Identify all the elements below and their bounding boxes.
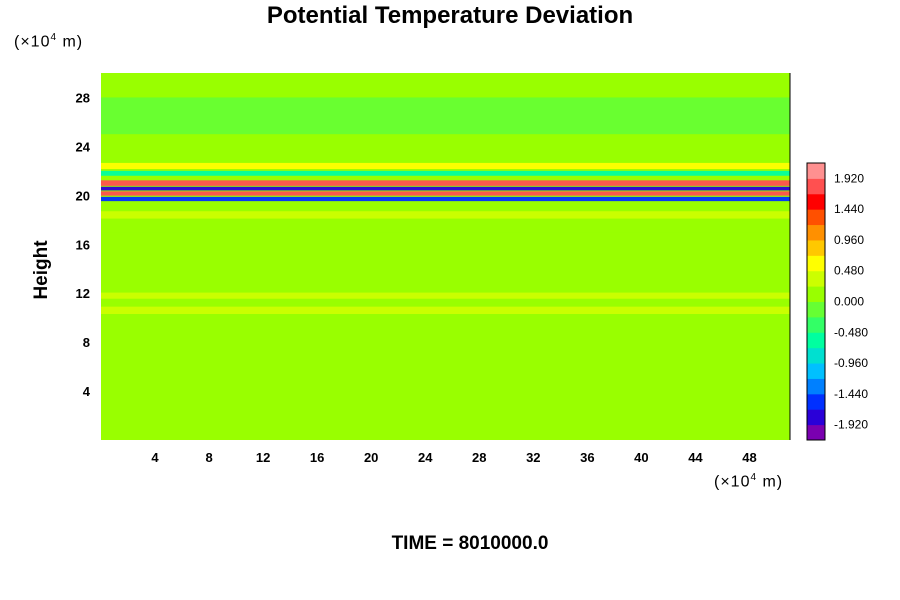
x-tick-label: 36 — [580, 450, 594, 465]
x-tick-label: 12 — [256, 450, 270, 465]
heatmap-band — [101, 211, 790, 219]
heatmap-band — [101, 186, 790, 191]
y-tick-label: 24 — [76, 139, 91, 154]
heatmap-band — [101, 170, 790, 176]
colorbar-tick-label: -0.960 — [834, 356, 868, 370]
plot-area — [101, 73, 791, 440]
y-tick-label: 4 — [83, 384, 91, 399]
heatmap-band — [101, 196, 790, 202]
colorbar-tick-label: -1.920 — [834, 418, 868, 432]
x-tick-label: 44 — [688, 450, 703, 465]
colorbar-swatch — [807, 255, 825, 272]
x-tick-label: 40 — [634, 450, 648, 465]
colorbar-swatch — [807, 193, 825, 210]
colorbar-swatch — [807, 301, 825, 318]
x-tick-label: 24 — [418, 450, 433, 465]
colorbar-swatch — [807, 316, 825, 333]
x-tick-label: 16 — [310, 450, 324, 465]
x-tick-label: 48 — [742, 450, 756, 465]
x-tick-label: 4 — [151, 450, 159, 465]
colorbar-tick-label: 0.480 — [834, 264, 864, 278]
colorbar-swatch — [807, 363, 825, 379]
chart-title: Potential Temperature Deviation — [266, 2, 634, 29]
colorbar-swatch — [807, 393, 825, 410]
colorbar-swatch — [807, 224, 825, 241]
colorbar-swatch — [807, 209, 825, 226]
heatmap-band — [101, 292, 790, 299]
colorbar-swatch — [807, 178, 825, 195]
x-tick-label: 20 — [364, 450, 378, 465]
colorbar-tick-label: 0.960 — [834, 233, 864, 247]
colorbar-swatch — [807, 378, 825, 395]
colorbar-swatch — [807, 163, 825, 179]
heatmap-band — [101, 306, 790, 314]
x-axis-unit: (×104 m) — [714, 472, 784, 491]
colorbar-border — [806, 162, 826, 441]
colorbar-tick-label: 1.920 — [834, 171, 864, 185]
colorbar: 1.920 1.440 0.960 0.480 0.000 -0.480 -0.960 -1.… — [806, 162, 868, 441]
colorbar-swatch — [807, 332, 825, 349]
time-label: TIME = 8010000.0 — [391, 533, 549, 554]
colorbar-tick-label: -1.440 — [834, 387, 868, 401]
colorbar-swatch — [807, 270, 825, 287]
heatmap-band — [101, 97, 790, 135]
x-tick-label: 28 — [472, 450, 486, 465]
y-axis-ticks: 4 8 12 16 20 24 28 — [76, 90, 91, 399]
y-tick-label: 16 — [76, 237, 90, 252]
colorbar-swatch — [807, 286, 825, 302]
heatmap-band — [101, 180, 790, 186]
colorbar-tick-label: 0.000 — [834, 295, 864, 309]
heatmap-band — [101, 162, 790, 170]
colorbar-swatch — [807, 409, 825, 426]
colorbar-tick-label: -0.480 — [834, 325, 868, 339]
x-tick-label: 32 — [526, 450, 540, 465]
x-axis-ticks: 4 8 12 16 20 24 28 32 36 40 44 48 — [151, 450, 756, 465]
y-tick-label: 28 — [76, 90, 90, 105]
heatmap-band — [101, 232, 790, 242]
y-axis-unit: (×104 m) — [14, 32, 84, 51]
x-tick-label: 8 — [205, 450, 212, 465]
colorbar-swatch — [807, 239, 825, 256]
y-tick-label: 8 — [83, 335, 90, 350]
colorbar-tick-label: 1.440 — [834, 202, 864, 216]
heatmap-band — [101, 191, 790, 196]
colorbar-swatch — [807, 347, 825, 364]
y-tick-label: 12 — [76, 286, 90, 301]
y-tick-label: 20 — [76, 188, 90, 203]
colorbar-swatch — [807, 424, 825, 441]
